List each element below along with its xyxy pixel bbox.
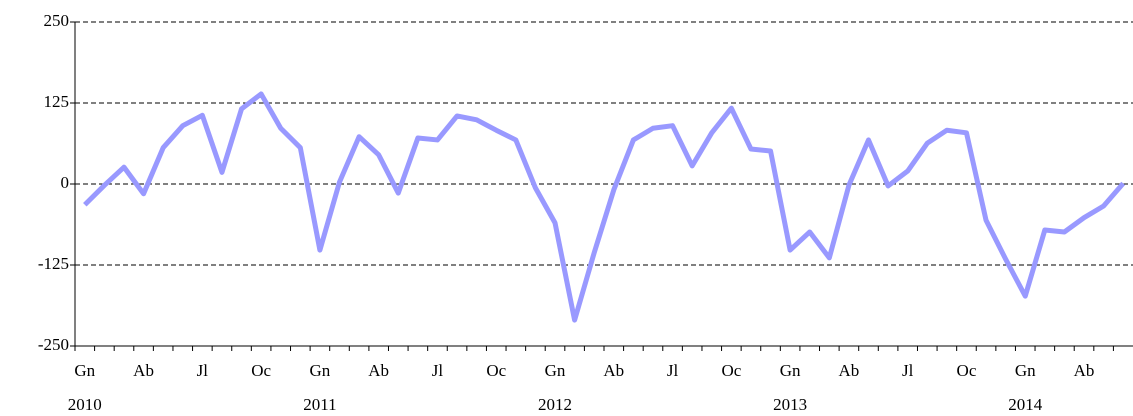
x-year-label: 2012	[538, 395, 572, 414]
x-year-label: 2011	[303, 395, 336, 414]
x-year-label: 2010	[68, 395, 102, 414]
x-tick-label: Ab	[1074, 361, 1095, 380]
y-tick-label: 125	[44, 92, 70, 111]
x-year-label: 2013	[773, 395, 807, 414]
x-year-label: 2014	[1008, 395, 1043, 414]
x-tick-label: Gn	[545, 361, 566, 380]
x-tick-label: Jl	[197, 361, 209, 380]
x-tick-label: Ab	[133, 361, 154, 380]
x-tick-label: Ab	[368, 361, 389, 380]
x-tick-label: Jl	[902, 361, 914, 380]
x-tick-label: Oc	[251, 361, 271, 380]
x-tick-label: Jl	[667, 361, 679, 380]
x-tick-label: Jl	[432, 361, 444, 380]
x-tick-label: Gn	[310, 361, 331, 380]
x-tick-label: Oc	[486, 361, 506, 380]
x-tick-label: Gn	[780, 361, 801, 380]
x-tick-label: Ab	[603, 361, 624, 380]
line-series	[83, 91, 1126, 323]
y-tick-label: 250	[44, 11, 70, 30]
x-tick-label: Ab	[839, 361, 860, 380]
y-tick-label: 0	[61, 173, 70, 192]
y-tick-label: -125	[38, 254, 69, 273]
x-tick-label: Oc	[721, 361, 741, 380]
x-tick-label: Oc	[957, 361, 977, 380]
x-tick-label: Gn	[1015, 361, 1036, 380]
x-tick-label: Gn	[74, 361, 95, 380]
y-tick-label: -250	[38, 335, 69, 354]
